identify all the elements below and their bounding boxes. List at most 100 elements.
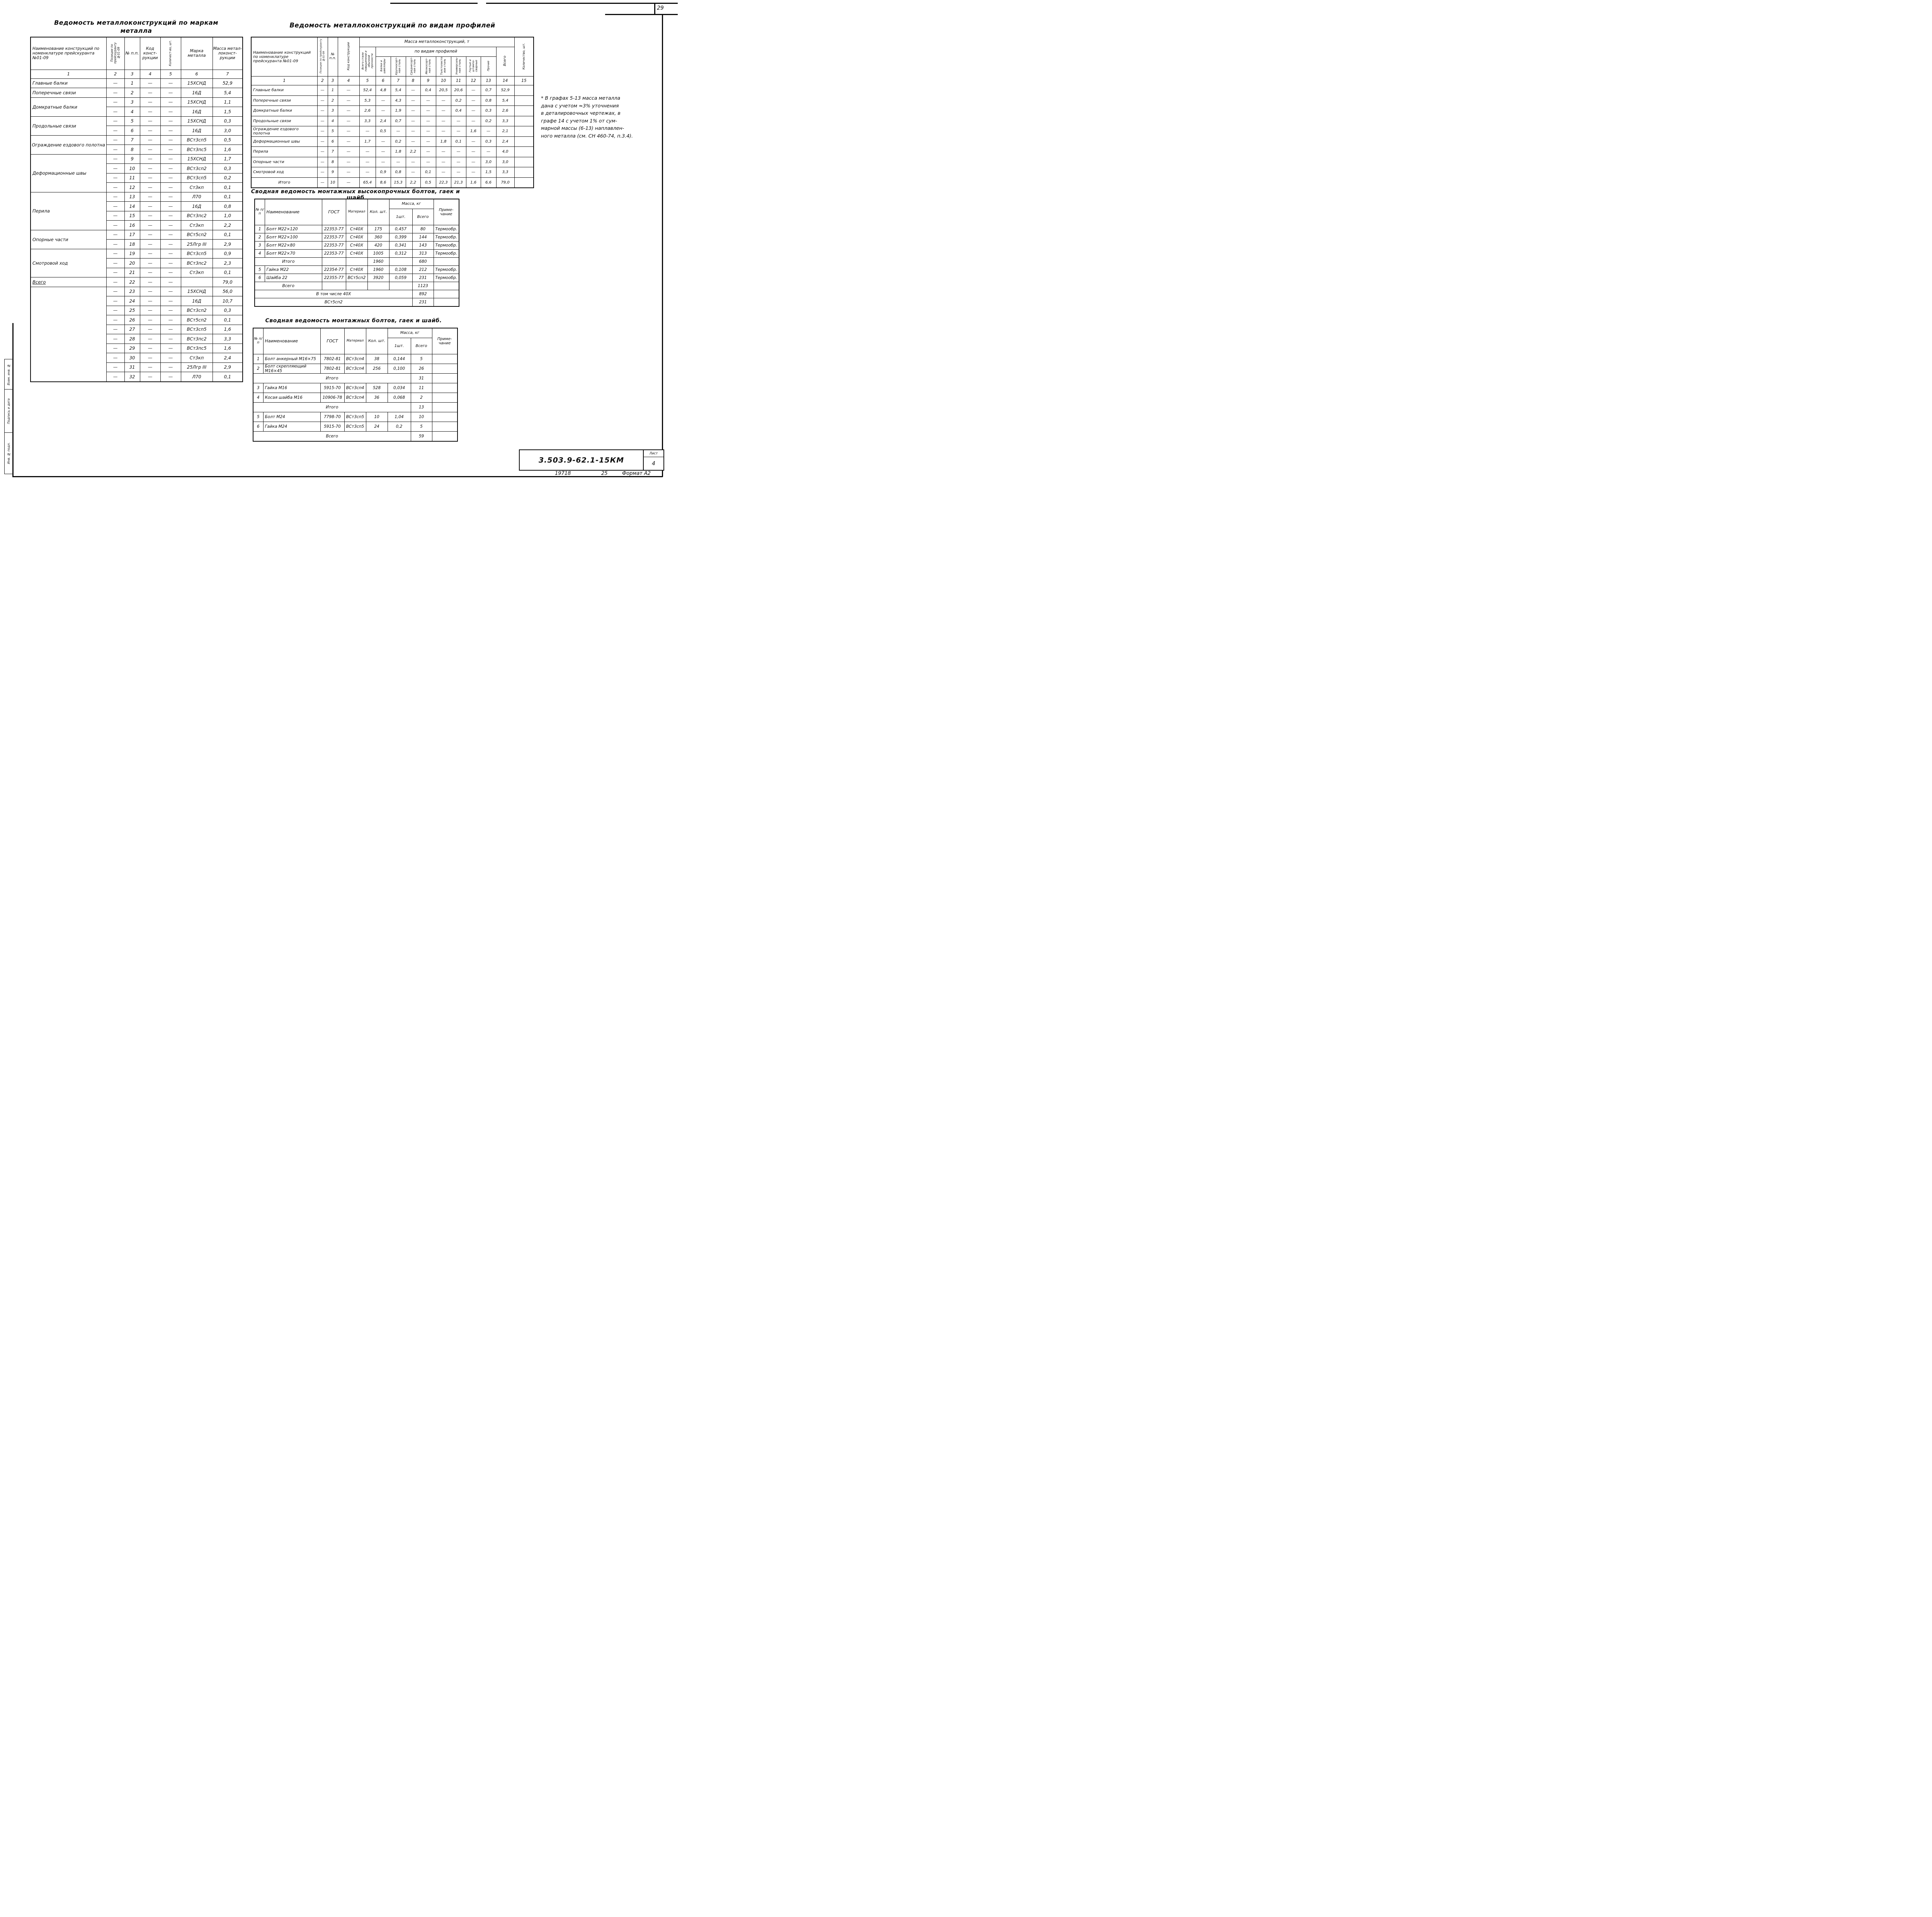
table-cell: Ст3кп <box>180 182 213 192</box>
table-cell: 0,8 <box>390 167 406 178</box>
table-cell: Гайка М16 <box>263 383 321 393</box>
table-cell: — <box>106 88 125 98</box>
table-cell: Термообр. <box>433 233 459 242</box>
table-cell: 2 <box>317 76 328 86</box>
table-cell: 1,04 <box>387 412 411 422</box>
table-cell: Болт М22×80 <box>264 241 322 250</box>
table-cell: 2 <box>253 363 264 374</box>
table-cell <box>432 421 458 432</box>
table-cell: Деформационные швы <box>251 136 318 147</box>
table-cell: 38 <box>366 354 388 364</box>
profiles-group-header: по видам профилей <box>375 46 497 57</box>
table-cell <box>433 289 459 298</box>
table-cell: 2,6 <box>496 105 515 116</box>
table-cell: 23 <box>124 286 140 296</box>
table-cell: — <box>160 145 181 155</box>
table-cell: — <box>106 353 125 363</box>
table-cell: 9 <box>327 167 338 178</box>
table-cell: Опорные части <box>251 156 318 168</box>
table-cell: 32 <box>124 372 140 382</box>
table-cell: 26 <box>124 315 140 325</box>
table-cell: — <box>160 211 181 221</box>
col-header-total: Всего <box>496 46 515 77</box>
table-cell <box>432 383 458 393</box>
col-header-num: № п/п <box>254 199 265 225</box>
table-cell: Продольные связи <box>251 116 318 127</box>
table-cell: — <box>139 182 161 192</box>
col-header-gost: ГОСТ <box>320 328 345 354</box>
table-cell: 79,0 <box>212 277 243 287</box>
table-cell: 3920 <box>367 273 389 282</box>
table-cell: — <box>139 230 161 240</box>
table-cell: 2 <box>410 392 432 403</box>
table-cell: — <box>139 267 161 277</box>
table-cell: — <box>435 126 451 137</box>
bolts-body: 1 Болт анкерный М16×75 7802-81 ВСт3сп4 38 0,1… <box>253 354 458 441</box>
table-cell: ВСт3сп5 <box>180 135 213 145</box>
table-cell: — <box>106 97 125 107</box>
table-cell <box>514 167 534 178</box>
table-cell: — <box>451 146 466 157</box>
table-cell: 256 <box>366 363 388 374</box>
table-cell: — <box>317 105 328 116</box>
table-cell: — <box>106 126 125 136</box>
table-cell: Всего <box>253 431 411 441</box>
table-cell: 0,2 <box>480 116 497 127</box>
table-cell: 27 <box>124 324 140 334</box>
table-cell: — <box>139 154 161 164</box>
table-cell: — <box>466 116 481 127</box>
table-cell: ВСт3пс5 <box>180 145 213 155</box>
table-cell: 5 <box>410 421 432 432</box>
table-cell: — <box>317 126 328 137</box>
table-cell: Ограждение ездового полотна <box>30 135 107 155</box>
table-cell: Термообр. <box>433 265 459 274</box>
table-cell: 52,4 <box>359 85 376 96</box>
table-cell: — <box>139 126 161 136</box>
table-cell: 7802-81 <box>320 363 345 374</box>
table-cell: 31 <box>124 362 140 372</box>
left-table-title-line1: Ведомость металлоконструкций по маркам <box>54 19 218 26</box>
table-cell: 24 <box>366 421 388 432</box>
table-cell: — <box>435 95 451 106</box>
bolts-table: № п/п Наименование ГОСТ Материал Кол. шт… <box>253 328 458 442</box>
table-cell: — <box>160 277 181 287</box>
table-cell: 1,6 <box>212 145 243 155</box>
table-cell: — <box>466 85 481 96</box>
col-header-note: Приме-чание <box>433 199 459 225</box>
table-cell: 3,3 <box>496 167 515 178</box>
table-cell: — <box>405 156 421 168</box>
table-cell: Болт М22×120 <box>264 225 322 233</box>
table-cell: — <box>337 156 360 168</box>
table-cell: 0,034 <box>387 383 411 393</box>
table-cell: — <box>160 126 181 136</box>
table-cell <box>514 156 534 168</box>
document-number: 3.503.9-62.1-15КМ <box>538 456 624 464</box>
table-cell: 2 <box>254 233 265 242</box>
table-cell: 6,6 <box>480 177 497 188</box>
table-cell: 59 <box>410 431 432 441</box>
table-cell: 18 <box>124 239 140 249</box>
table-cell <box>432 402 458 412</box>
table-cell: 0,2 <box>451 95 466 106</box>
table-cell: — <box>466 156 481 168</box>
table-cell <box>514 146 534 157</box>
table-cell: — <box>160 163 181 173</box>
table-cell: — <box>480 146 497 157</box>
table-cell: 4,3 <box>390 95 406 106</box>
table-cell: ВСт3пс5 <box>180 343 213 353</box>
table-cell: — <box>139 343 161 353</box>
table-cell: 5 <box>253 412 264 422</box>
table-cell: — <box>139 116 161 126</box>
table-cell: Болт М24 <box>263 412 321 422</box>
table-cell: — <box>139 201 161 211</box>
table-cell: 0,1 <box>420 167 436 178</box>
table-cell: — <box>106 145 125 155</box>
col-header-total-steel: Всего стали повышенной и обычной прочнос… <box>359 46 376 77</box>
table-cell: 17 <box>124 230 140 240</box>
table-cell: — <box>106 334 125 344</box>
table-cell: — <box>139 135 161 145</box>
table-cell: 10 <box>124 163 140 173</box>
table-cell: Главные балки <box>251 85 318 96</box>
table-cell <box>367 281 389 290</box>
